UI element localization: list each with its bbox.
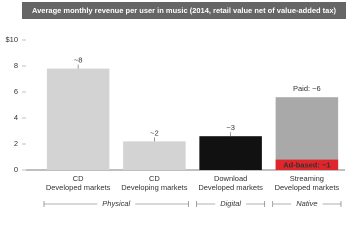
value-label: ~8 — [74, 56, 83, 65]
group-label: Digital — [220, 199, 241, 208]
bar — [199, 136, 262, 170]
chart-title: Average monthly revenue per user in musi… — [32, 6, 336, 15]
y-tick-label: 2 — [14, 139, 18, 148]
chart: Average monthly revenue per user in musi… — [5, 2, 346, 208]
value-label: ~3 — [226, 123, 235, 132]
value-label: ~2 — [150, 128, 159, 137]
title-bar — [22, 2, 346, 19]
x-tick-label: CD — [73, 174, 84, 183]
x-tick-label: Developed markets — [198, 183, 263, 192]
y-tick-label: 8 — [14, 61, 18, 70]
value-label: Paid: ~6 — [293, 84, 321, 93]
bar — [123, 141, 186, 170]
x-tick-label: Streaming — [290, 174, 324, 183]
group-label: Native — [296, 199, 317, 208]
x-tick-label: CD — [149, 174, 160, 183]
x-tick-label: Developed markets — [275, 183, 340, 192]
group-label: Physical — [102, 199, 130, 208]
x-tick-label: Developing markets — [121, 183, 188, 192]
y-tick-label: 6 — [14, 87, 18, 96]
y-tick-label: 0 — [14, 165, 18, 174]
bar — [46, 68, 110, 170]
overlay-bar — [275, 159, 339, 170]
bar — [275, 97, 339, 170]
x-tick-label: Developed markets — [46, 183, 111, 192]
x-tick-label: Download — [214, 174, 247, 183]
overlay-label: Ad-based: ~1 — [283, 160, 330, 169]
y-tick-label: 4 — [14, 113, 18, 122]
y-tick-label: $10 — [5, 35, 18, 44]
